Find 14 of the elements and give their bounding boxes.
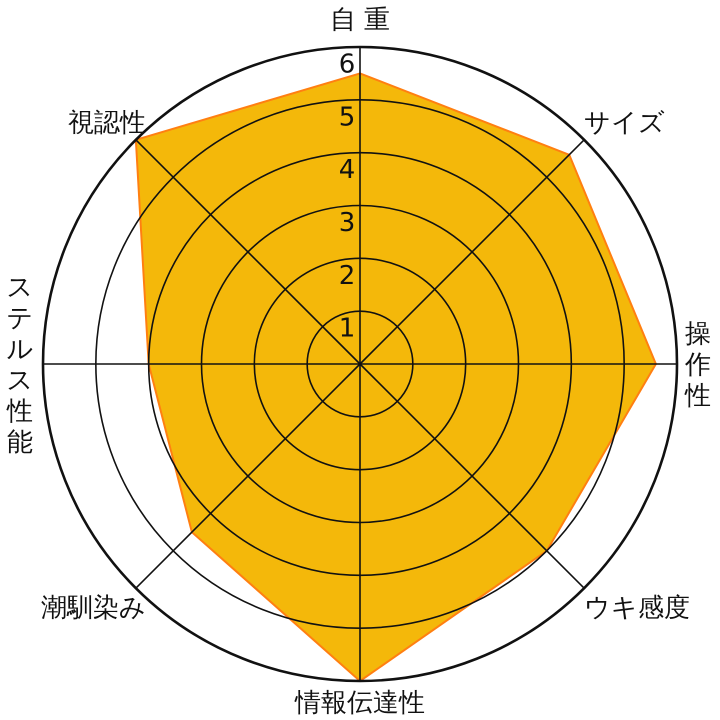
y-tick-label: 3 [338,208,356,238]
spoke-label: 視認性 [68,108,146,138]
spoke-label: 情報伝達性 [294,688,425,718]
spoke-label: サイズ [584,108,666,138]
y-tick-label: 1 [338,314,356,344]
spoke-label: 操作性 [684,319,711,411]
spoke-label: ステルス性能 [6,272,34,458]
spoke-label: ウキ感度 [584,593,690,624]
spoke-label: 自 重 [330,5,390,35]
spoke-label: 潮馴染み [40,593,146,624]
y-tick-label: 4 [338,155,356,186]
y-tick-label: 2 [338,260,356,291]
y-tick-label: 5 [338,102,356,132]
y-tick-label: 6 [338,50,356,80]
